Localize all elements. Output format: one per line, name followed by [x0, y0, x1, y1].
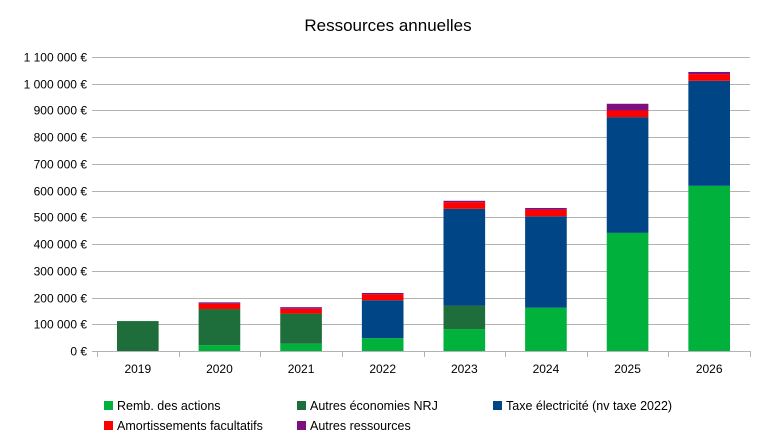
bars	[117, 71, 730, 351]
legend-swatch	[493, 401, 502, 410]
bar-segment	[606, 103, 649, 111]
legend-label: Autres ressources	[310, 419, 411, 433]
legend-swatch	[104, 421, 113, 430]
bar-segment	[198, 302, 241, 304]
bar-segment	[280, 343, 322, 351]
y-tick-label: 400 000 €	[34, 238, 88, 252]
bar-segment	[361, 294, 404, 301]
legend-label: Autres économies NRJ	[310, 399, 438, 413]
y-tick-label: 900 000 €	[34, 104, 88, 118]
x-tick-label: 2025	[614, 362, 641, 376]
y-tick-label: 700 000 €	[34, 158, 88, 172]
x-tick-label: 2021	[288, 362, 315, 376]
bar-segment	[361, 293, 404, 295]
bar-segment	[443, 329, 486, 351]
gridlines	[92, 57, 750, 352]
x-tick-label: 2020	[206, 362, 233, 376]
x-tick-label: 2019	[124, 362, 151, 376]
bar-segment	[688, 185, 730, 351]
bar-segment	[443, 208, 486, 306]
y-tick-label: 300 000 €	[34, 265, 88, 279]
bar-segment	[525, 209, 567, 217]
y-tick-label: 600 000 €	[34, 185, 88, 199]
bar-segment	[525, 208, 567, 210]
x-tick-labels: 2019 2020 2021 2022 2023 2024 2025 2026	[124, 362, 722, 376]
x-tick-label: 2026	[696, 362, 723, 376]
bar-segment	[688, 71, 730, 75]
bar-segment	[606, 232, 649, 351]
bar-segment	[280, 307, 322, 309]
bar-segment	[198, 303, 241, 310]
x-tick-label: 2024	[533, 362, 560, 376]
legend-swatch	[297, 421, 306, 430]
y-tick-labels: 0 € 100 000 € 200 000 € 300 000 € 400 000 € 5…	[24, 51, 88, 359]
legend-label: Remb. des actions	[117, 399, 221, 413]
bar-segment	[443, 305, 486, 330]
legend-swatch	[104, 401, 113, 410]
x-tick-label: 2023	[451, 362, 478, 376]
bar-segment	[198, 309, 241, 346]
legend: Remb. des actions Autres économies NRJ Tax…	[104, 399, 672, 433]
y-tick-label: 800 000 €	[34, 131, 88, 145]
bar-segment	[688, 74, 730, 81]
bar-segment	[443, 200, 486, 203]
y-tick-label: 200 000 €	[34, 292, 88, 306]
legend-label: Taxe électricité (nv taxe 2022)	[506, 399, 672, 413]
legend-label: Amortissements facultatifs	[117, 419, 263, 433]
bar-segment	[280, 313, 322, 344]
y-tick-label: 1 100 000 €	[24, 51, 88, 65]
bar-segment	[361, 300, 404, 339]
bar-segment	[688, 80, 730, 186]
bar-segment	[280, 308, 322, 314]
y-tick-label: 1 000 000 €	[24, 78, 88, 92]
x-tick-label: 2022	[369, 362, 396, 376]
bar-segment	[606, 110, 649, 118]
bar-segment	[117, 321, 159, 351]
y-tick-label: 100 000 €	[34, 318, 88, 332]
chart-title: Ressources annuelles	[304, 16, 471, 35]
bar-segment	[198, 345, 241, 351]
bar-segment	[525, 216, 567, 308]
bar-segment	[361, 338, 404, 351]
legend-swatch	[297, 401, 306, 410]
bar-segment	[606, 117, 649, 233]
y-tick-label: 0 €	[70, 345, 87, 359]
bar-segment	[525, 307, 567, 351]
axes	[92, 351, 751, 357]
bar-segment	[443, 202, 486, 209]
y-tick-label: 500 000 €	[34, 211, 88, 225]
